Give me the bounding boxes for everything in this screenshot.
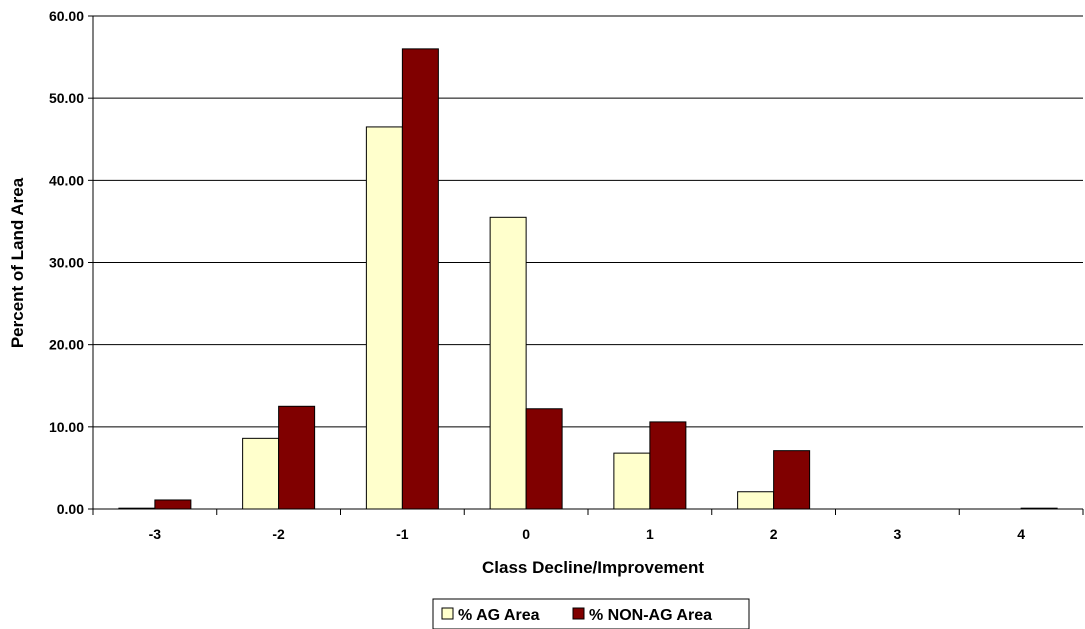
y-tick-label: 60.00 xyxy=(49,8,84,24)
legend: % AG Area % NON-AG Area xyxy=(432,598,750,629)
x-tick-label: 4 xyxy=(1017,526,1025,542)
x-tick-label: -3 xyxy=(149,526,162,542)
x-tick-label: 3 xyxy=(893,526,901,542)
bars xyxy=(118,48,1058,510)
y-axis-title: Percent of Land Area xyxy=(8,177,27,348)
x-tick-label: -2 xyxy=(272,526,285,542)
x-tick-label: 1 xyxy=(646,526,654,542)
x-tick-label: 2 xyxy=(770,526,778,542)
bar-non-ag-area xyxy=(154,499,192,510)
bar-ag-area xyxy=(489,216,527,510)
bar-non-ag-area xyxy=(525,408,563,510)
axes xyxy=(92,16,1084,515)
y-tick-label: 10.00 xyxy=(49,419,84,435)
y-tick-label: 0.00 xyxy=(57,501,84,517)
bar-non-ag-area xyxy=(649,421,687,510)
legend-box xyxy=(432,598,750,629)
bar-ag-area xyxy=(242,437,280,510)
x-tick-labels: -3 -2 -1 0 1 2 3 4 xyxy=(149,526,1026,542)
y-tick-label: 50.00 xyxy=(49,90,84,106)
y-tick-label: 40.00 xyxy=(49,172,84,188)
bar-ag-area xyxy=(613,452,651,510)
legend-swatch-ag xyxy=(441,607,454,620)
bar-ag-area xyxy=(737,491,775,510)
x-tick-label: -1 xyxy=(396,526,409,542)
gridlines xyxy=(93,15,1083,428)
x-tick-label: 0 xyxy=(522,526,530,542)
bar-non-ag-area xyxy=(773,450,811,510)
legend-swatch-non-ag xyxy=(572,607,585,620)
x-axis-title: Class Decline/Improvement xyxy=(482,558,704,577)
bar-non-ag-area xyxy=(278,405,316,510)
bar-non-ag-area xyxy=(401,48,439,510)
y-tick-labels: 0.00 10.00 20.00 30.00 40.00 50.00 60.00 xyxy=(49,8,93,517)
y-tick-label: 30.00 xyxy=(49,255,84,271)
legend-label-ag: % AG Area xyxy=(458,607,540,624)
legend-label-non-ag: % NON-AG Area xyxy=(589,607,712,624)
y-tick-label: 20.00 xyxy=(49,337,84,353)
bar-ag-area xyxy=(365,126,403,510)
